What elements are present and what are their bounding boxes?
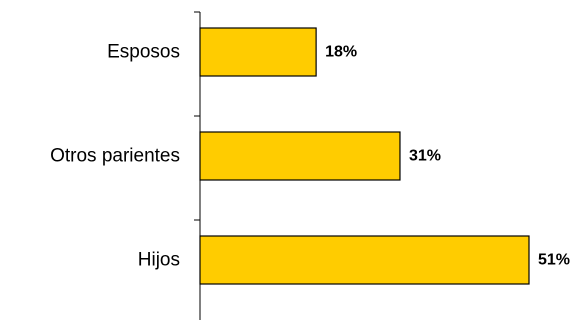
category-label: Esposos <box>107 42 180 63</box>
axis-layer <box>194 11 201 320</box>
labels-layer: Esposos 18% Otros parientes 31% Hijos 51% <box>50 42 570 271</box>
bar-hijos <box>199 235 530 285</box>
category-label: Otros parientes <box>50 146 180 167</box>
value-label: 18% <box>325 44 357 61</box>
bars-layer <box>199 27 530 285</box>
bar-esposos <box>199 27 317 77</box>
value-label: 31% <box>409 148 441 165</box>
value-label: 51% <box>538 252 570 269</box>
category-label: Hijos <box>138 250 180 271</box>
bar-otros-parientes <box>199 131 401 181</box>
